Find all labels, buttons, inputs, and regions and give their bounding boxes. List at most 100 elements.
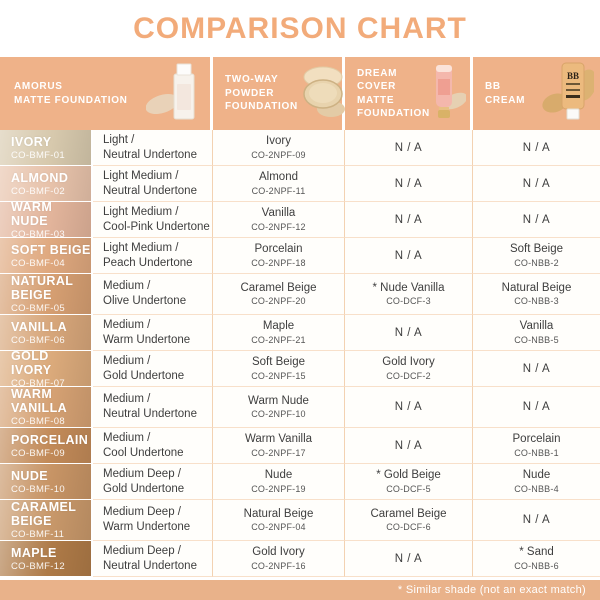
table-row: WARM NUDE CO-BMF-03 Light Medium / Cool-Pi… [0,199,600,240]
undertone-cell: Light Medium / Neutral Undertone [93,166,213,202]
shade-code: CO-BMF-10 [11,483,65,495]
na-label: N / A [522,362,551,375]
match-name: Nude [522,469,551,482]
shade-name: WARM NUDE [11,199,53,228]
two-way-match-cell: Gold Ivory CO-2NPF-16 [213,541,345,577]
bb-cream-match-cell: * Sand CO-NBB-6 [473,541,600,577]
match-code: CO-NBB-3 [514,296,559,307]
bb-cream-match-cell: N / A [473,500,600,541]
shade-code: CO-BMF-05 [11,303,65,314]
match-code: CO-NBB-1 [514,447,559,458]
shade-name: NUDE [11,468,49,483]
undertone-text: Medium / Olive Undertone [103,280,187,307]
powder-compact-icon [298,61,350,126]
na-label: N / A [394,552,423,565]
shade-name: IVORY [11,134,52,149]
match-name: Warm Nude [248,394,309,407]
shade-name: VANILLA [11,319,68,334]
shade-code: CO-BMF-02 [11,185,65,197]
shade-code: CO-BMF-09 [11,447,65,459]
undertone-cell: Medium / Neutral Undertone [93,387,213,428]
match-name: Warm Vanilla [244,433,313,446]
undertone-text: Medium / Warm Undertone [103,318,191,346]
undertone-text: Light Medium / Cool-Pink Undertone [103,205,210,233]
match-name: * Sand [519,546,554,559]
match-code: CO-DCF-5 [386,483,431,494]
match-name: Gold Ivory [382,356,435,369]
table-row: WARM VANILLA CO-BMF-08 Medium / Neutral Un… [0,387,600,428]
header-bb-cream: BB CREAM BB [473,57,600,130]
two-way-match-cell: Nude CO-2NPF-19 [213,464,345,500]
shade-code: CO-BMF-04 [11,257,65,269]
bb-cream-match-cell: Nude CO-NBB-4 [473,464,600,500]
dream-cover-tube-icon [430,59,468,128]
match-code: CO-2NPF-17 [251,447,306,458]
dream-cover-match-cell: N / A [345,428,473,464]
na-label: N / A [522,177,551,190]
shade-swatch: WARM VANILLA CO-BMF-08 [0,387,93,428]
table-row: NUDE CO-BMF-10 Medium Deep / Gold Underton… [0,464,600,500]
table-row: PORCELAIN CO-BMF-09 Medium / Cool Underton… [0,428,600,464]
undertone-text: Light Medium / Neutral Undertone [103,169,197,197]
shade-name: GOLD IVORY [11,348,52,377]
na-label: N / A [522,141,551,154]
undertone-text: Medium / Gold Undertone [103,354,185,382]
match-code: CO-2NPF-19 [251,483,306,494]
match-code: CO-2NPF-15 [251,370,306,381]
foundation-bottle-icon [145,60,204,127]
shade-swatch: MAPLE CO-BMF-12 [0,541,93,577]
shade-swatch: NUDE CO-BMF-10 [0,464,93,500]
header-label: TWO-WAY POWDER FOUNDATION [225,74,298,113]
match-code: CO-2NPF-21 [251,334,306,345]
dream-cover-match-cell: Caramel Beige CO-DCF-6 [345,500,473,541]
bb-cream-tube-icon: BB [542,59,597,128]
two-way-match-cell: Almond CO-2NPF-11 [213,166,345,202]
shade-code: CO-BMF-01 [11,149,65,161]
match-code: CO-DCF-3 [386,296,431,307]
table-row: ALMOND CO-BMF-02 Light Medium / Neutral Un… [0,166,600,202]
match-name: Porcelain [254,243,303,256]
table-row: NATURAL BEIGE CO-BMF-05 Medium / Olive Und… [0,274,600,315]
two-way-match-cell: Warm Nude CO-2NPF-10 [213,387,345,428]
two-way-match-cell: Vanilla CO-2NPF-12 [213,202,345,238]
dream-cover-match-cell: Gold Ivory CO-DCF-2 [345,351,473,387]
dream-cover-match-cell: N / A [345,238,473,274]
undertone-cell: Light / Neutral Undertone [93,130,213,166]
bb-cream-match-cell: N / A [473,202,600,238]
match-code: CO-NBB-6 [514,560,559,571]
table-row: MAPLE CO-BMF-12 Medium Deep / Neutral Unde… [0,541,600,577]
undertone-cell: Medium Deep / Warm Undertone [93,500,213,541]
match-code: CO-NBB-2 [514,257,559,268]
match-code: CO-2NPF-09 [251,149,306,160]
match-code: CO-DCF-6 [386,522,431,533]
shade-code: CO-BMF-07 [11,377,65,389]
dream-cover-match-cell: N / A [345,387,473,428]
header-label: BB CREAM [485,81,526,106]
dream-cover-match-cell: N / A [345,202,473,238]
table-row: SOFT BEIGE CO-BMF-04 Light Medium / Peach … [0,238,600,274]
shade-swatch: PORCELAIN CO-BMF-09 [0,428,93,464]
table-row: CARAMEL BEIGE CO-BMF-11 Medium Deep / Warm… [0,500,600,541]
undertone-cell: Medium Deep / Neutral Undertone [93,541,213,577]
match-code: CO-2NPF-20 [251,296,306,307]
match-name: Natural Beige [243,507,314,520]
table-row: VANILLA CO-BMF-06 Medium / Warm Undertone M… [0,315,600,351]
header-label: DREAM COVER MATTE FOUNDATION [357,67,430,120]
page-title: COMPARISON CHART [133,11,467,45]
shade-name: CARAMEL BEIGE [11,500,77,528]
na-label: N / A [394,249,423,262]
match-name: Gold Ivory [252,546,305,559]
undertone-cell: Light Medium / Cool-Pink Undertone [93,202,213,238]
shade-swatch: VANILLA CO-BMF-06 [0,315,93,351]
shade-name: NATURAL BEIGE [11,274,74,302]
match-name: Natural Beige [501,281,572,294]
undertone-cell: Medium / Cool Undertone [93,428,213,464]
bb-cream-match-cell: N / A [473,130,600,166]
na-label: N / A [394,439,423,452]
footer-divider [0,577,600,580]
match-name: * Gold Beige [376,469,441,482]
undertone-text: Light Medium / Peach Undertone [103,241,193,269]
match-name: Almond [259,171,298,184]
undertone-cell: Medium Deep / Gold Undertone [93,464,213,500]
